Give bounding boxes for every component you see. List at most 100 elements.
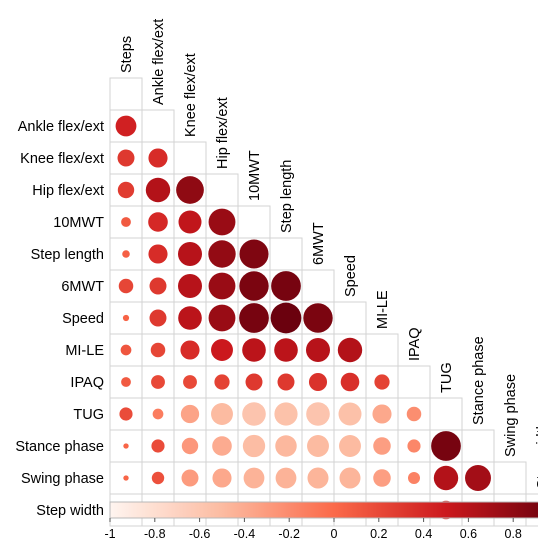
colorbar: -1-0.8-0.6-0.4-0.200.20.40.60.81	[104, 501, 538, 541]
corr-circle-ipaq-10mwt	[245, 373, 263, 391]
corr-circle-ipaq-6mwt	[308, 372, 328, 392]
matrix-cell	[429, 397, 463, 431]
column-label-stance-phase: Stance phase	[471, 336, 487, 425]
corr-circle-ipaq-ankle-flex-ext	[151, 375, 165, 389]
corr-circle-swing-phase-steps	[123, 475, 129, 481]
corr-circle-6mwt-10mwt	[239, 271, 269, 301]
corr-circle-6mwt-steps	[118, 278, 134, 294]
row-label-speed: Speed	[62, 311, 104, 327]
row-label-knee-flex-ext: Knee flex/ext	[20, 151, 104, 167]
corr-circle-6mwt-knee-flex-ext	[177, 273, 203, 299]
corr-circle-stance-phase-ankle-flex-ext	[151, 439, 165, 453]
corr-circle-stance-phase-6mwt	[307, 435, 329, 457]
corr-circle-swing-phase-hip-flex-ext	[212, 468, 232, 488]
corr-circle-swing-phase-6mwt	[307, 467, 329, 489]
matrix-cell	[269, 237, 303, 271]
corr-circle-stance-phase-mi-le	[373, 437, 391, 455]
row-label-ankle-flex-ext: Ankle flex/ext	[18, 119, 104, 135]
corr-circle-stance-phase-step-length	[275, 435, 297, 457]
row-label-6mwt: 6MWT	[61, 279, 104, 295]
matrix-cell	[109, 301, 143, 335]
corr-circle-mi-le-step-length	[274, 338, 298, 362]
corr-circle-stance-phase-10mwt	[242, 434, 266, 458]
corr-circle-10mwt-knee-flex-ext	[178, 210, 202, 234]
column-label-step-width: Step width	[535, 421, 538, 489]
cell-grid	[109, 77, 538, 527]
row-label-swing-phase: Swing phase	[21, 471, 104, 487]
corr-circle-tug-6mwt	[306, 402, 330, 426]
colorbar-tick-label: 0.8	[505, 527, 522, 541]
corr-circle-stance-phase-hip-flex-ext	[212, 436, 232, 456]
corr-circle-speed-steps	[122, 314, 130, 322]
corr-circle-10mwt-hip-flex-ext	[208, 208, 236, 236]
row-label-10mwt: 10MWT	[53, 215, 104, 231]
colorbar-tick-label: -0.8	[144, 527, 166, 541]
matrix-cell	[397, 365, 431, 399]
colorbar-tick-label: -0.4	[234, 527, 256, 541]
corr-circle-swing-phase-step-length	[275, 467, 297, 489]
row-label-tug: TUG	[73, 407, 104, 423]
matrix-cell	[205, 173, 239, 207]
corr-circle-tug-hip-flex-ext	[211, 403, 233, 425]
corr-circle-hip-flex-ext-ankle-flex-ext	[145, 177, 171, 203]
row-label-ipaq: IPAQ	[70, 375, 104, 391]
corr-circle-ankle-flex-ext-steps	[115, 115, 137, 137]
corr-circle-hip-flex-ext-steps	[117, 181, 135, 199]
colorbar-tick-label: -1	[104, 527, 115, 541]
corr-circle-swing-phase-speed	[339, 467, 361, 489]
corr-circle-swing-phase-10mwt	[243, 467, 265, 489]
corr-circle-6mwt-step-length	[271, 271, 301, 301]
corr-circle-ipaq-knee-flex-ext	[183, 375, 197, 389]
corr-circle-ipaq-hip-flex-ext	[214, 374, 230, 390]
colorbar-tick-label: 0.2	[370, 527, 387, 541]
corr-circle-ipaq-mi-le	[374, 374, 390, 390]
corr-circle-tug-steps	[119, 407, 133, 421]
corr-circle-stance-phase-speed	[339, 435, 361, 457]
row-label-step-length: Step length	[31, 247, 104, 263]
matrix-cell	[461, 429, 495, 463]
matrix-cell	[237, 205, 271, 239]
column-label-hip-flex-ext: Hip flex/ext	[215, 97, 231, 169]
colorbar-tick-label: 0.4	[415, 527, 432, 541]
corr-circle-stance-phase-tug	[431, 431, 461, 461]
matrix-cell	[141, 109, 175, 143]
corr-circle-step-length-ankle-flex-ext	[148, 244, 168, 264]
matrix-cell	[301, 269, 335, 303]
corr-circle-speed-knee-flex-ext	[178, 306, 202, 330]
matrix-cell	[333, 301, 367, 335]
corr-circle-tug-knee-flex-ext	[180, 404, 200, 424]
corr-circle-knee-flex-ext-steps	[117, 149, 135, 167]
corr-circle-swing-phase-mi-le	[373, 469, 391, 487]
row-label-hip-flex-ext: Hip flex/ext	[32, 183, 104, 199]
corr-circle-10mwt-steps	[121, 217, 131, 227]
column-label-ankle-flex-ext: Ankle flex/ext	[151, 19, 167, 105]
matrix-cell	[365, 333, 399, 367]
corr-circle-speed-ankle-flex-ext	[149, 309, 167, 327]
corr-circle-speed-step-length	[270, 302, 302, 334]
corr-circle-step-length-knee-flex-ext	[177, 241, 203, 267]
matrix-cell	[493, 461, 527, 495]
corr-circle-hip-flex-ext-knee-flex-ext	[176, 176, 204, 204]
corr-circle-speed-hip-flex-ext	[208, 304, 236, 332]
corr-circle-mi-le-speed	[337, 337, 363, 363]
column-label-mi-le: MI-LE	[375, 290, 391, 329]
corr-circle-tug-ankle-flex-ext	[152, 408, 164, 420]
corr-circle-mi-le-10mwt	[242, 338, 266, 362]
column-label-ipaq: IPAQ	[407, 327, 423, 361]
column-labels: Steps Ankle flex/ext Knee flex/ext Hip flex…	[119, 19, 538, 489]
row-label-mi-le: MI-LE	[65, 343, 104, 359]
corr-circle-knee-flex-ext-ankle-flex-ext	[148, 148, 168, 168]
corr-circle-tug-step-length	[274, 402, 298, 426]
colorbar-gradient	[109, 501, 538, 519]
colorbar-tick-label: -0.2	[278, 527, 300, 541]
corr-circle-6mwt-hip-flex-ext	[208, 272, 236, 300]
corr-circle-swing-phase-stance-phase	[465, 465, 491, 491]
corr-circle-mi-le-ankle-flex-ext	[150, 342, 166, 358]
corr-circle-mi-le-6mwt	[305, 337, 331, 363]
corr-circle-tug-mi-le	[372, 404, 392, 424]
corr-circle-tug-10mwt	[242, 402, 266, 426]
corr-circle-stance-phase-knee-flex-ext	[181, 437, 199, 455]
corr-circle-mi-le-hip-flex-ext	[211, 339, 233, 361]
matrix-cell	[109, 77, 143, 111]
